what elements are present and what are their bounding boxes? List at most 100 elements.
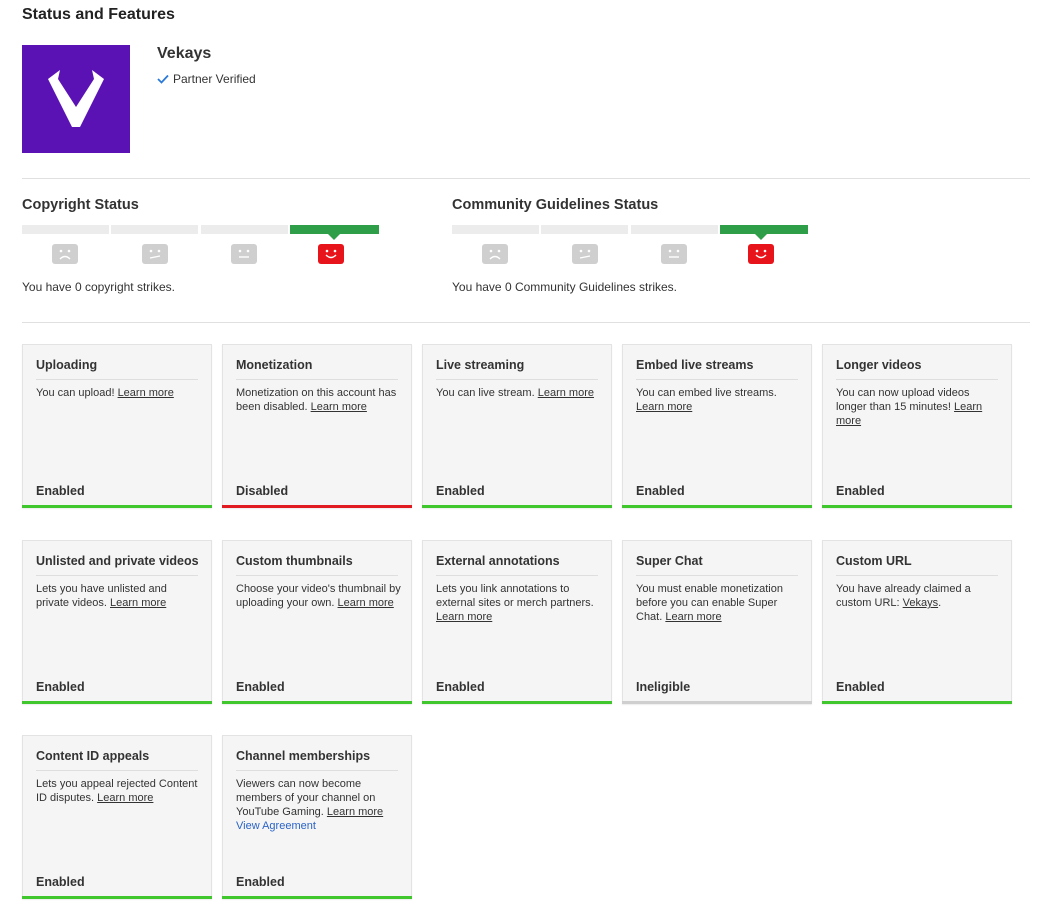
- divider: [22, 178, 1030, 179]
- status-bar-enabled: [422, 505, 612, 508]
- feature-description: You have already claimed a custom URL: V…: [836, 582, 1001, 610]
- learn-more-link[interactable]: Learn more: [665, 611, 722, 623]
- feature-status: Enabled: [436, 484, 485, 498]
- card-divider: [236, 575, 398, 576]
- learn-more-link[interactable]: Learn more: [636, 401, 693, 413]
- status-bar-enabled: [22, 505, 212, 508]
- strike-bar-segment-active: [720, 225, 808, 234]
- feature-title: Custom URL: [836, 554, 912, 568]
- strike-bar-segment: [111, 225, 198, 234]
- card-divider: [436, 575, 598, 576]
- feature-title: Uploading: [36, 358, 98, 372]
- feature-description: Viewers can now become members of your c…: [236, 777, 401, 833]
- feature-status: Disabled: [236, 484, 289, 498]
- copyright-status: Copyright Status You have 0 copyright st…: [22, 197, 382, 294]
- active-level-pointer: [755, 234, 767, 240]
- partner-verified-label: Partner Verified: [173, 72, 256, 86]
- feature-status: Enabled: [836, 680, 885, 694]
- card-divider: [436, 379, 598, 380]
- channel-avatar[interactable]: [22, 45, 130, 153]
- status-bar-disabled: [222, 505, 412, 508]
- status-bar-enabled: [822, 701, 1012, 704]
- card-divider: [636, 379, 798, 380]
- strike-bar-segment: [201, 225, 288, 234]
- feature-text: You can now upload videos longer than 15…: [836, 387, 970, 413]
- divider: [22, 322, 1030, 323]
- learn-more-link[interactable]: Learn more: [310, 401, 367, 413]
- card-divider: [236, 379, 398, 380]
- feature-card-external-annotations: External annotations Lets you link annot…: [422, 540, 612, 704]
- feature-status: Enabled: [836, 484, 885, 498]
- feature-status: Ineligible: [636, 680, 691, 694]
- channel-name[interactable]: Vekays: [157, 45, 212, 62]
- feature-card-super-chat: Super Chat You must enable monetization …: [622, 540, 812, 704]
- copyright-strike-bar: [22, 225, 382, 240]
- feature-description: You can upload! Learn more: [36, 386, 201, 400]
- feature-text: Lets you appeal rejected Content ID disp…: [36, 778, 198, 804]
- feature-text: Lets you link annotations to external si…: [436, 583, 594, 609]
- feature-status: Enabled: [236, 680, 285, 694]
- neutral-face-icon: [231, 244, 257, 264]
- uneasy-face-icon: [572, 244, 598, 264]
- feature-title: Longer videos: [836, 358, 922, 372]
- status-bar-enabled: [22, 701, 212, 704]
- strike-bar-segment-active: [290, 225, 379, 234]
- feature-card-custom-url: Custom URL You have already claimed a cu…: [822, 540, 1012, 704]
- feature-status: Enabled: [36, 484, 85, 498]
- feature-text: Lets you have unlisted and private video…: [36, 583, 167, 609]
- learn-more-link[interactable]: Learn more: [117, 387, 174, 399]
- learn-more-link[interactable]: Learn more: [97, 792, 154, 804]
- feature-card-unlisted-private: Unlisted and private videos Lets you hav…: [22, 540, 212, 704]
- feature-description: Lets you have unlisted and private video…: [36, 582, 201, 610]
- community-status-title: Community Guidelines Status: [452, 197, 659, 213]
- feature-status: Enabled: [636, 484, 685, 498]
- feature-text: You can upload!: [36, 387, 115, 399]
- copyright-strikes-text: You have 0 copyright strikes.: [22, 280, 175, 294]
- active-level-pointer: [328, 234, 340, 240]
- channel-logo-icon: [48, 70, 104, 127]
- feature-title: External annotations: [436, 554, 560, 568]
- custom-url-link[interactable]: Vekays: [902, 597, 939, 609]
- feature-card-content-id-appeals: Content ID appeals Lets you appeal rejec…: [22, 735, 212, 899]
- feature-title: Super Chat: [636, 554, 703, 568]
- feature-status: Enabled: [436, 680, 485, 694]
- feature-description: You can live stream. Learn more: [436, 386, 601, 400]
- feature-title: Monetization: [236, 358, 313, 372]
- status-bar-ineligible: [622, 701, 812, 704]
- feature-description: Monetization on this account has been di…: [236, 386, 401, 414]
- community-guidelines-status: Community Guidelines Status You have 0 C…: [452, 197, 812, 294]
- feature-text-suffix: .: [938, 597, 942, 609]
- feature-card-live-streaming: Live streaming You can live stream. Lear…: [422, 344, 612, 508]
- card-divider: [36, 379, 198, 380]
- feature-status: Enabled: [36, 875, 85, 889]
- feature-text: You have already claimed a custom URL:: [836, 583, 971, 609]
- feature-title: Embed live streams: [636, 358, 754, 372]
- feature-card-custom-thumbnails: Custom thumbnails Choose your video's th…: [222, 540, 412, 704]
- feature-text: You must enable monetization before you …: [636, 583, 783, 623]
- feature-status: Enabled: [236, 875, 285, 889]
- strike-bar-segment: [22, 225, 109, 234]
- learn-more-link[interactable]: Learn more: [537, 387, 594, 399]
- strike-bar-segment: [541, 225, 628, 234]
- strike-bar-segment: [631, 225, 718, 234]
- partner-verified-badge: Partner Verified: [157, 72, 256, 86]
- learn-more-link[interactable]: Learn more: [337, 597, 394, 609]
- learn-more-link[interactable]: Learn more: [436, 611, 493, 623]
- learn-more-link[interactable]: Learn more: [110, 597, 167, 609]
- feature-title: Live streaming: [436, 358, 525, 372]
- card-divider: [36, 770, 198, 771]
- card-divider: [836, 379, 998, 380]
- status-bar-enabled: [422, 701, 612, 704]
- status-bar-enabled: [222, 896, 412, 899]
- copyright-status-title: Copyright Status: [22, 197, 139, 213]
- feature-title: Unlisted and private videos: [36, 554, 199, 568]
- learn-more-link[interactable]: Learn more: [836, 401, 983, 427]
- feature-text: You can embed live streams.: [636, 387, 777, 399]
- feature-description: Choose your video's thumbnail by uploadi…: [236, 582, 401, 610]
- feature-title: Custom thumbnails: [236, 554, 353, 568]
- feature-text: Monetization on this account has been di…: [236, 387, 397, 413]
- feature-description: You must enable monetization before you …: [636, 582, 801, 624]
- view-agreement-link[interactable]: View Agreement: [236, 820, 316, 832]
- learn-more-link[interactable]: Learn more: [326, 806, 384, 818]
- happy-face-icon: [318, 244, 344, 264]
